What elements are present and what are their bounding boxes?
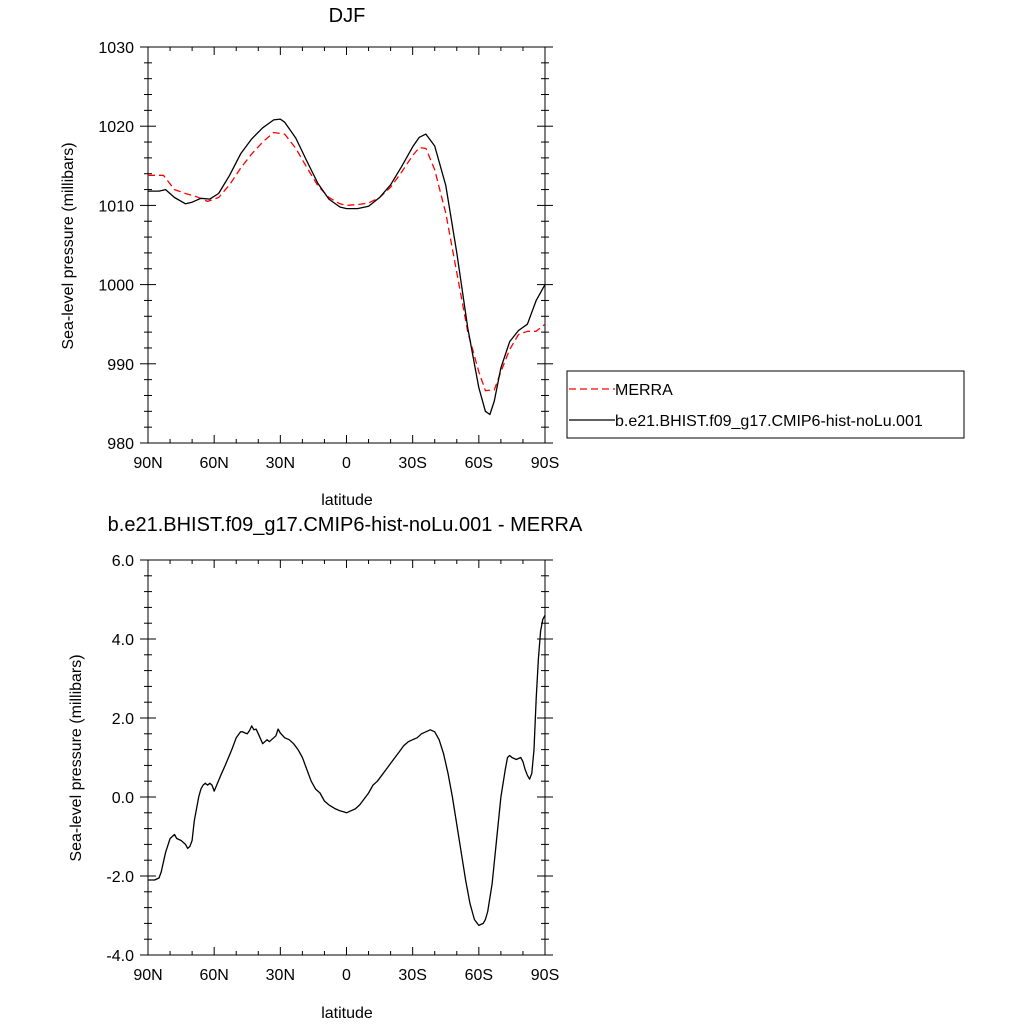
chart-title: DJF [329, 5, 366, 27]
y-axis-title: Sea-level pressure (millibars) [60, 142, 77, 349]
y-tick-label: 1030 [98, 40, 134, 57]
x-tick-label: 60S [465, 455, 493, 472]
x-tick-label: 90N [133, 967, 162, 984]
y-tick-label: 1010 [98, 198, 134, 215]
slp-djf-chart: DJF 90N 60N 30N 0 30S 60S 90S 980 990 1000 1010 102… [60, 5, 965, 509]
y-tick-label: -2.0 [106, 869, 134, 886]
x-tick-label: 0 [342, 967, 351, 984]
x-axis-title: latitude [321, 1005, 373, 1022]
x-tick-label: 30N [266, 967, 295, 984]
y-tick-label: 2.0 [112, 711, 134, 728]
legend: MERRA b.e21.BHIST.f09_g17.CMIP6-hist-noL… [566, 370, 965, 439]
plot-frame [147, 559, 546, 956]
y-tick-label: 4.0 [112, 632, 134, 649]
x-tick-label: 90S [531, 967, 559, 984]
y-tick-label: 990 [107, 357, 134, 374]
x-tick-label: 90N [133, 455, 162, 472]
series-line-1 [148, 118, 546, 416]
x-tick-label: 60N [199, 455, 228, 472]
plot-area: 90N 60N 30N 0 30S 60S 90S -4.0 -2.0 0.0 2.0 4.0 6.0 [106, 553, 559, 984]
y-tick-label: 6.0 [112, 553, 134, 570]
x-tick-label: 30S [398, 455, 426, 472]
y-tick-label: 1000 [98, 278, 134, 295]
x-tick-label: 60S [465, 967, 493, 984]
x-tick-label: 90S [531, 455, 559, 472]
y-axis-title: Sea-level pressure (millibars) [68, 654, 85, 861]
plot-area: 90N 60N 30N 0 30S 60S 90S 980 990 1000 1010 1020 103… [98, 40, 559, 472]
y-tick-label: -4.0 [106, 948, 134, 965]
plot-frame [147, 46, 546, 444]
y-tick-label: 1020 [98, 119, 134, 136]
series-line-0 [148, 131, 546, 392]
x-tick-label: 30S [398, 967, 426, 984]
series-line-0 [148, 614, 546, 927]
legend-label-merra: MERRA [615, 382, 673, 399]
x-tick-label: 30N [266, 455, 295, 472]
x-tick-label: 60N [199, 967, 228, 984]
x-tick-label: 0 [342, 455, 351, 472]
legend-label-model: b.e21.BHIST.f09_g17.CMIP6-hist-noLu.001 [615, 413, 923, 430]
y-tick-label: 980 [107, 436, 134, 453]
chart-title: b.e21.BHIST.f09_g17.CMIP6-hist-noLu.001 … [108, 514, 583, 536]
y-tick-label: 0.0 [112, 790, 134, 807]
x-axis-title: latitude [321, 492, 373, 509]
legend-box [566, 370, 965, 439]
slp-difference-chart: b.e21.BHIST.f09_g17.CMIP6-hist-noLu.001 … [68, 514, 583, 1022]
